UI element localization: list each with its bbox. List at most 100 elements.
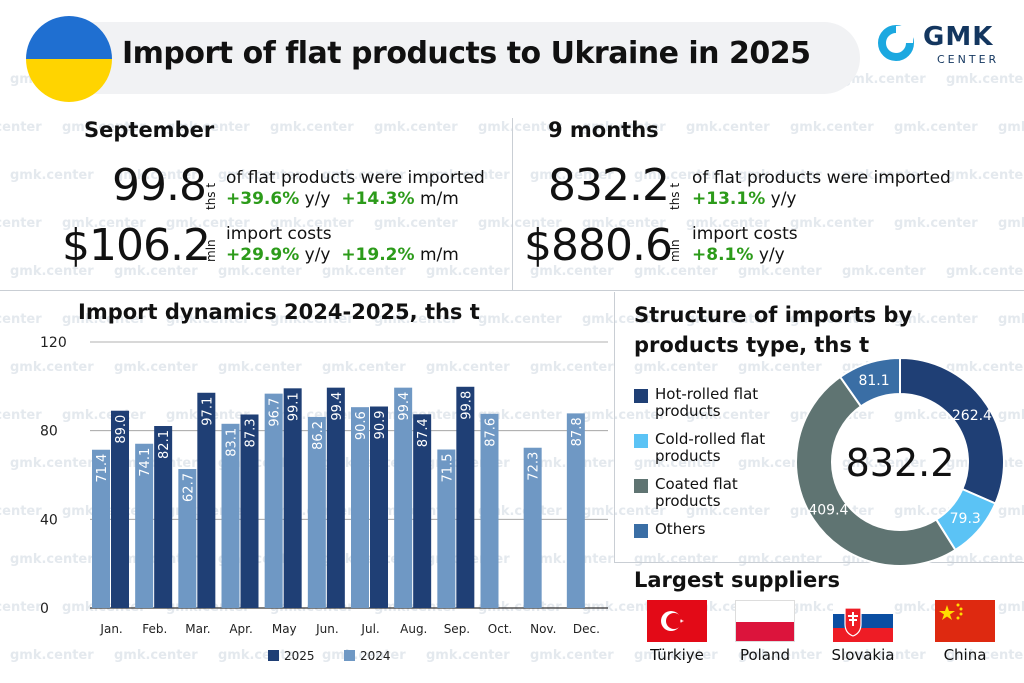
legend-item: Others: [634, 520, 804, 545]
suppliers-title: Largest suppliers: [634, 568, 841, 592]
y-tick-label: 120: [40, 335, 67, 351]
bar-value-label: 99.1: [287, 392, 302, 421]
legend-swatch-2025: [268, 650, 279, 661]
bar-value-label: 82.1: [157, 430, 172, 459]
x-tick-label: Oct.: [488, 622, 513, 636]
supplier-slovakia: Slovakia: [818, 600, 908, 664]
nine-months-volume: 832.2: [548, 160, 670, 211]
logo-name: GMK: [923, 22, 994, 52]
x-tick-label: May: [272, 622, 297, 636]
kpi-divider: [512, 118, 513, 290]
bar-2024-mar: [178, 469, 197, 608]
supplier-turkiye: Türkiye: [632, 600, 722, 664]
bar-value-label: 74.1: [138, 448, 153, 477]
september-title: September: [84, 118, 215, 142]
china-flag-icon: [935, 600, 995, 642]
x-tick-label: Apr.: [229, 622, 252, 636]
bar-value-label: 90.6: [354, 411, 369, 440]
bar-value-label: 87.3: [244, 418, 259, 447]
bar-value-label: 87.8: [570, 417, 585, 446]
bar-2024-jul: [351, 407, 369, 608]
nine-months-volume-desc: of flat products were imported +13.1% y/…: [692, 168, 951, 210]
september-cost-desc: import costs +29.9% y/y +19.2% m/m: [226, 224, 459, 266]
bar-2025-feb: [154, 426, 173, 608]
legend-label: Cold-rolled flat products: [655, 430, 766, 466]
legend-label: Coated flat products: [655, 475, 738, 511]
bar-value-label: 62.7: [181, 473, 196, 502]
x-tick-label: Jun.: [315, 622, 339, 636]
september-volume: 99.8: [112, 160, 207, 211]
bar-value-label: 83.1: [225, 428, 240, 457]
donut-slice: [899, 356, 1005, 505]
bar-2025-aug: [413, 414, 432, 608]
donut-value-label: 409.4: [808, 503, 848, 519]
bar-2025-may: [283, 388, 302, 608]
legend-swatch: [634, 434, 648, 448]
bar-value-label: 86.2: [311, 421, 326, 450]
legend-swatch-2024: [344, 650, 355, 661]
chart-divider: [614, 292, 615, 562]
section-divider: [0, 290, 1024, 291]
header: Import of flat products to Ukraine in 20…: [0, 0, 1024, 102]
x-tick-label: Sep.: [444, 622, 470, 636]
donut-value-label: 81.1: [858, 373, 889, 389]
legend-item: Coated flat products: [634, 475, 804, 516]
bar-value-label: 71.4: [95, 454, 110, 483]
bar-2024-nov: [523, 447, 542, 608]
logo-subtitle: CENTER: [937, 53, 1000, 66]
donut-slice: [795, 375, 957, 567]
bar-2025-jul: [370, 406, 388, 608]
bar-value-label: 71.5: [440, 454, 455, 483]
bar-2025-apr: [240, 414, 259, 608]
x-tick-label: Aug.: [400, 622, 427, 636]
bar-chart-title: Import dynamics 2024-2025, ths t: [78, 300, 480, 324]
nine-months-volume-unit: ths t: [668, 182, 682, 210]
bar-value-label: 99.8: [459, 391, 474, 420]
bar-value-label: 99.4: [397, 392, 412, 421]
x-tick-label: Jan.: [99, 622, 122, 636]
legend-label-2024: 2024: [360, 649, 391, 663]
legend-swatch: [634, 524, 648, 538]
september-cost-unit: mln: [204, 239, 218, 262]
bar-2024-oct: [480, 413, 499, 608]
ukraine-flag-icon: [26, 16, 112, 102]
supplier-divider: [614, 562, 1024, 563]
legend-label: Others: [655, 520, 706, 538]
nine-months-cost-unit: mln: [668, 239, 682, 262]
nine-months-title: 9 months: [548, 118, 659, 142]
bar-2025-jan: [111, 410, 129, 608]
bar-2024-sep: [437, 449, 456, 608]
legend-item: Cold-rolled flat products: [634, 430, 804, 471]
september-cost: $106.2: [62, 220, 211, 271]
poland-flag-icon: [735, 600, 795, 642]
donut-value-label: 79.3: [950, 511, 981, 527]
bar-value-label: 87.4: [416, 418, 431, 447]
donut-legend: Hot-rolled flat products Cold-rolled flat…: [634, 385, 804, 550]
donut-chart-title: Structure of imports by products type, t…: [634, 303, 913, 358]
bar-value-label: 89.0: [114, 415, 129, 444]
x-tick-label: Dec.: [573, 622, 600, 636]
gmk-logo-icon: [878, 25, 914, 61]
y-tick-label: 80: [40, 424, 58, 440]
x-tick-label: Mar.: [185, 622, 210, 636]
legend-swatch: [634, 389, 648, 403]
page-title: Import of flat products to Ukraine in 20…: [122, 36, 811, 71]
x-tick-label: Jul.: [360, 622, 379, 636]
bar-value-label: 96.7: [268, 398, 283, 427]
donut-center-label: 832.2: [846, 441, 955, 485]
bar-2024-feb: [135, 443, 154, 608]
donut-value-label: 262.4: [952, 408, 992, 424]
turkey-flag-icon: [647, 600, 707, 642]
donut-slice: [838, 356, 901, 408]
supplier-china: China: [920, 600, 1010, 664]
product-structure-donut: 262.4 79.3 409.4 81.1 832.2: [795, 356, 1005, 567]
bar-2024-aug: [394, 387, 413, 608]
x-tick-label: Nov.: [530, 622, 556, 636]
bar-2024-dec: [566, 413, 585, 608]
title-band: [60, 22, 860, 94]
bar-value-label: 99.4: [330, 392, 345, 421]
legend-label: Hot-rolled flat products: [655, 385, 759, 421]
legend-swatch: [634, 479, 648, 493]
gmk-logo: GMK CENTER: [877, 22, 1007, 72]
bar-value-label: 97.1: [200, 397, 215, 426]
